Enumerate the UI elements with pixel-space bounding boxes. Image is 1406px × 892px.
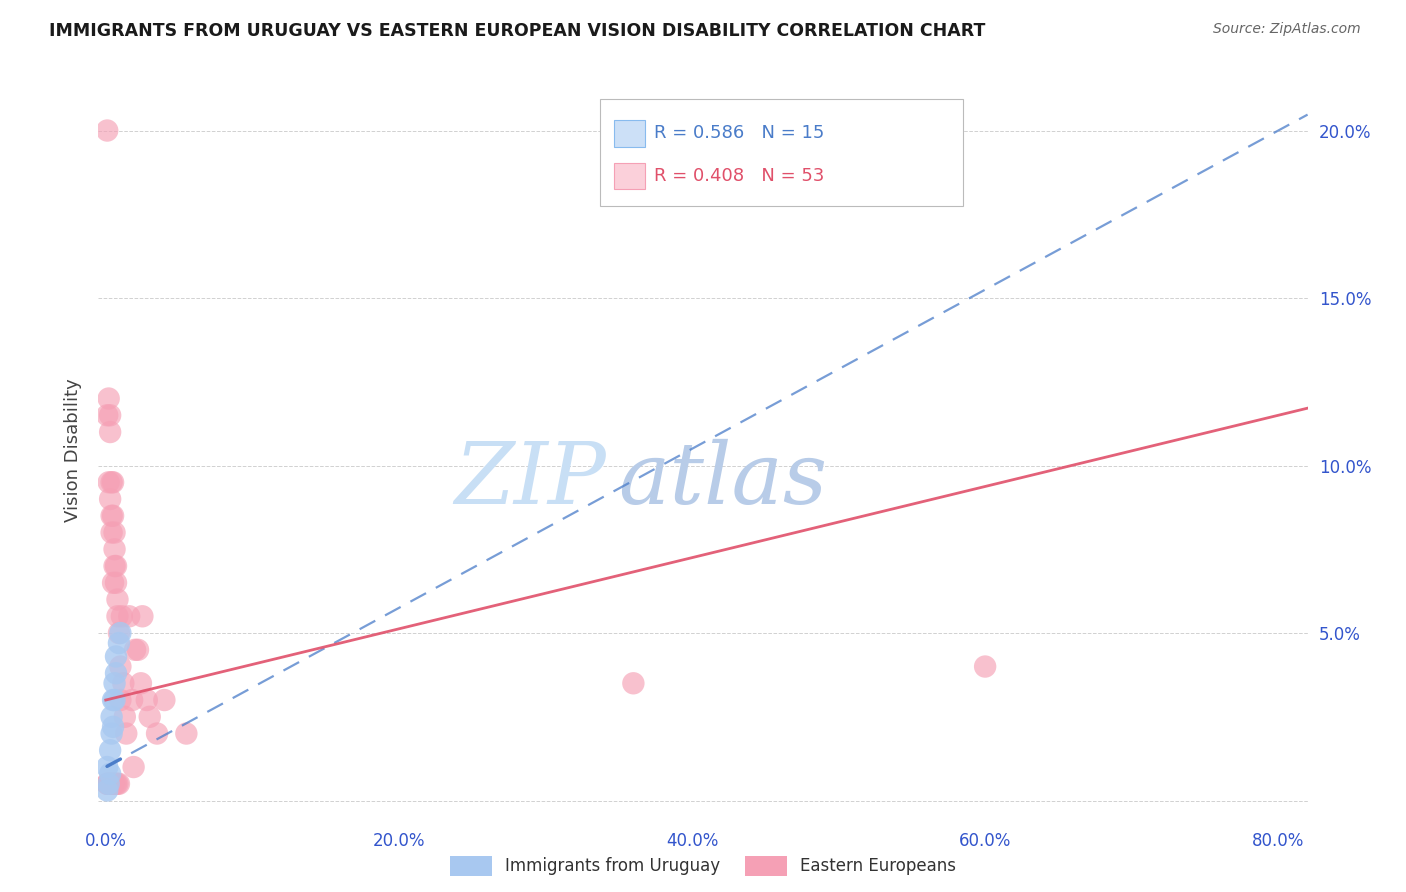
Text: R = 0.408   N = 53: R = 0.408 N = 53 — [654, 167, 824, 185]
Point — [114, 710, 136, 724]
Point — [974, 659, 997, 673]
Point — [146, 726, 169, 740]
Point — [107, 609, 129, 624]
Legend: Immigrants from Uruguay, Eastern Europeans: Immigrants from Uruguay, Eastern Europea… — [443, 849, 963, 883]
Point — [100, 777, 122, 791]
Point — [97, 777, 120, 791]
Point — [97, 777, 120, 791]
Point — [101, 508, 124, 523]
Point — [108, 636, 131, 650]
Point — [110, 693, 132, 707]
Point — [100, 475, 122, 490]
Point — [110, 659, 132, 673]
Text: ZIP: ZIP — [454, 439, 606, 522]
Point — [98, 409, 121, 423]
Point — [103, 559, 125, 574]
Point — [103, 693, 125, 707]
Point — [135, 693, 157, 707]
Point — [107, 777, 129, 791]
Point — [100, 726, 122, 740]
Point — [103, 676, 125, 690]
Point — [131, 609, 153, 624]
Text: IMMIGRANTS FROM URUGUAY VS EASTERN EUROPEAN VISION DISABILITY CORRELATION CHART: IMMIGRANTS FROM URUGUAY VS EASTERN EUROP… — [49, 22, 986, 40]
Point — [103, 777, 125, 791]
Point — [100, 508, 122, 523]
Point — [98, 425, 121, 439]
Point — [101, 575, 124, 590]
Point — [103, 525, 125, 540]
Point — [105, 649, 128, 664]
Point — [127, 642, 149, 657]
Point — [118, 609, 141, 624]
Point — [107, 592, 129, 607]
Point — [101, 777, 124, 791]
Point — [129, 676, 152, 690]
Point — [112, 676, 135, 690]
Point — [153, 693, 176, 707]
Point — [98, 491, 121, 506]
Point — [100, 710, 122, 724]
Point — [138, 710, 160, 724]
Point — [97, 392, 120, 406]
Point — [621, 676, 644, 690]
Point — [108, 626, 131, 640]
Point — [110, 626, 132, 640]
Point — [98, 766, 121, 780]
Point — [115, 726, 138, 740]
Point — [96, 777, 118, 791]
Point — [101, 693, 124, 707]
Point — [101, 475, 124, 490]
Point — [96, 777, 118, 791]
Point — [101, 720, 124, 734]
Text: Source: ZipAtlas.com: Source: ZipAtlas.com — [1213, 22, 1361, 37]
Point — [121, 693, 143, 707]
Point — [98, 743, 121, 757]
Point — [100, 525, 122, 540]
Point — [96, 123, 118, 137]
Point — [100, 777, 122, 791]
Point — [96, 409, 118, 423]
Point — [105, 777, 128, 791]
Point — [105, 575, 128, 590]
Point — [105, 559, 128, 574]
Point — [176, 726, 198, 740]
Point — [108, 777, 131, 791]
Point — [124, 642, 146, 657]
Point — [105, 666, 128, 681]
Point — [96, 783, 118, 797]
Point — [97, 475, 120, 490]
Point — [101, 777, 124, 791]
Point — [96, 760, 118, 774]
Point — [103, 542, 125, 557]
Point — [122, 760, 145, 774]
Point — [111, 609, 134, 624]
Point — [98, 777, 121, 791]
Text: atlas: atlas — [619, 439, 828, 522]
Y-axis label: Vision Disability: Vision Disability — [63, 378, 82, 523]
Text: R = 0.586   N = 15: R = 0.586 N = 15 — [654, 124, 824, 142]
